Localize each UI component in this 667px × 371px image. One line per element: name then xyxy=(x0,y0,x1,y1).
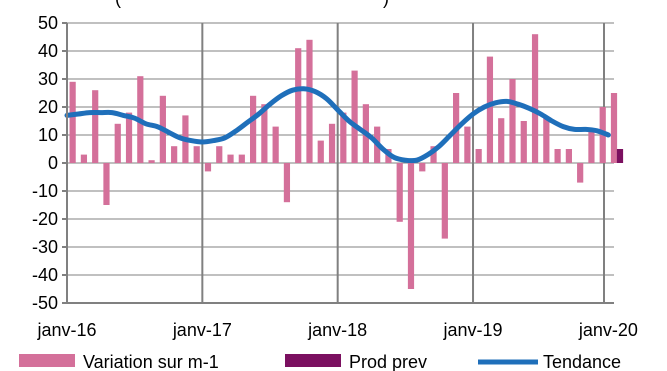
plot-area xyxy=(64,22,624,304)
bar-variation xyxy=(92,90,99,163)
bar-variation xyxy=(171,146,178,163)
y-tick-label: 30 xyxy=(38,69,58,89)
bar-variation xyxy=(103,163,110,205)
y-tick-label: -30 xyxy=(32,237,58,257)
bar-variation xyxy=(554,149,561,163)
bar-variation xyxy=(430,146,437,163)
bar-variation xyxy=(306,39,313,163)
x-tick-label: janv-16 xyxy=(36,320,96,340)
bar-variation xyxy=(249,95,257,163)
bar-prod-prev xyxy=(616,149,624,163)
bar-variation xyxy=(80,154,88,163)
bar-variation xyxy=(114,123,121,163)
y-tick-label: 0 xyxy=(48,153,58,173)
bar-variation xyxy=(464,126,471,163)
y-tick-label: 50 xyxy=(38,13,58,33)
legend-swatch-variation xyxy=(19,354,75,367)
x-tick-label: janv-20 xyxy=(578,320,638,340)
legend-label-prod-prev: Prod prev xyxy=(349,352,427,371)
bar-variation xyxy=(407,163,415,289)
legend-item-tendance: Tendance xyxy=(478,352,621,371)
bar-variation xyxy=(509,79,516,163)
legend-swatch-prod-prev xyxy=(285,354,341,367)
bar-variation xyxy=(610,93,618,163)
bar-variation xyxy=(148,160,155,163)
bar-variation xyxy=(261,104,268,163)
bar-variation xyxy=(565,149,572,163)
bar-variation xyxy=(204,163,212,172)
legend-label-variation: Variation sur m-1 xyxy=(83,352,219,371)
title-fragment-left: ( xyxy=(115,0,121,8)
bar-variation xyxy=(69,81,76,163)
x-tick-label: janv-19 xyxy=(442,320,502,340)
bar-variation xyxy=(531,34,539,164)
bar-variation xyxy=(216,146,223,163)
bar-variation xyxy=(340,112,347,163)
bar-variation xyxy=(227,154,234,163)
legend-label-tendance: Tendance xyxy=(543,352,621,371)
bar-variation xyxy=(498,118,505,163)
bar-variation xyxy=(520,121,527,163)
y-axis: -50 -40 -30 -20 -10 0 10 20 30 40 50 xyxy=(32,13,68,313)
bar-variation xyxy=(351,70,358,163)
title-fragment-right: ) xyxy=(383,0,389,8)
x-axis: janv-16 janv-17 janv-18 janv-19 janv-20 xyxy=(36,302,638,340)
x-tick-label: janv-18 xyxy=(307,320,367,340)
bar-variation xyxy=(125,112,133,163)
bar-variation xyxy=(283,163,291,203)
x-tick-label: janv-17 xyxy=(172,320,232,340)
bar-variation xyxy=(419,163,426,172)
legend-item-prod-prev: Prod prev xyxy=(285,352,427,371)
bar-variation xyxy=(441,163,448,239)
legend-item-variation: Variation sur m-1 xyxy=(19,352,219,371)
bar-variation xyxy=(396,163,403,222)
bar-variation xyxy=(486,56,494,163)
y-tick-label: -20 xyxy=(32,209,58,229)
bar-variation xyxy=(193,146,200,163)
bar-variation xyxy=(295,48,302,164)
bar-variation xyxy=(317,140,324,163)
y-tick-label: 10 xyxy=(38,125,58,145)
bar-variation xyxy=(588,129,595,163)
y-tick-label: -10 xyxy=(32,181,58,201)
bar-variation xyxy=(543,118,550,163)
bar-variation xyxy=(328,123,336,163)
y-tick-label: -50 xyxy=(32,293,58,313)
bar-variation xyxy=(238,154,245,163)
y-tick-label: 40 xyxy=(38,41,58,61)
bar-variation xyxy=(475,149,482,163)
line-tendance xyxy=(64,86,611,164)
bar-variation xyxy=(272,126,279,163)
legend: Variation sur m-1 Prod prev Tendance xyxy=(19,352,621,371)
bar-variation xyxy=(577,163,584,183)
y-tick-label: -40 xyxy=(32,265,58,285)
y-tick-label: 20 xyxy=(38,97,58,117)
